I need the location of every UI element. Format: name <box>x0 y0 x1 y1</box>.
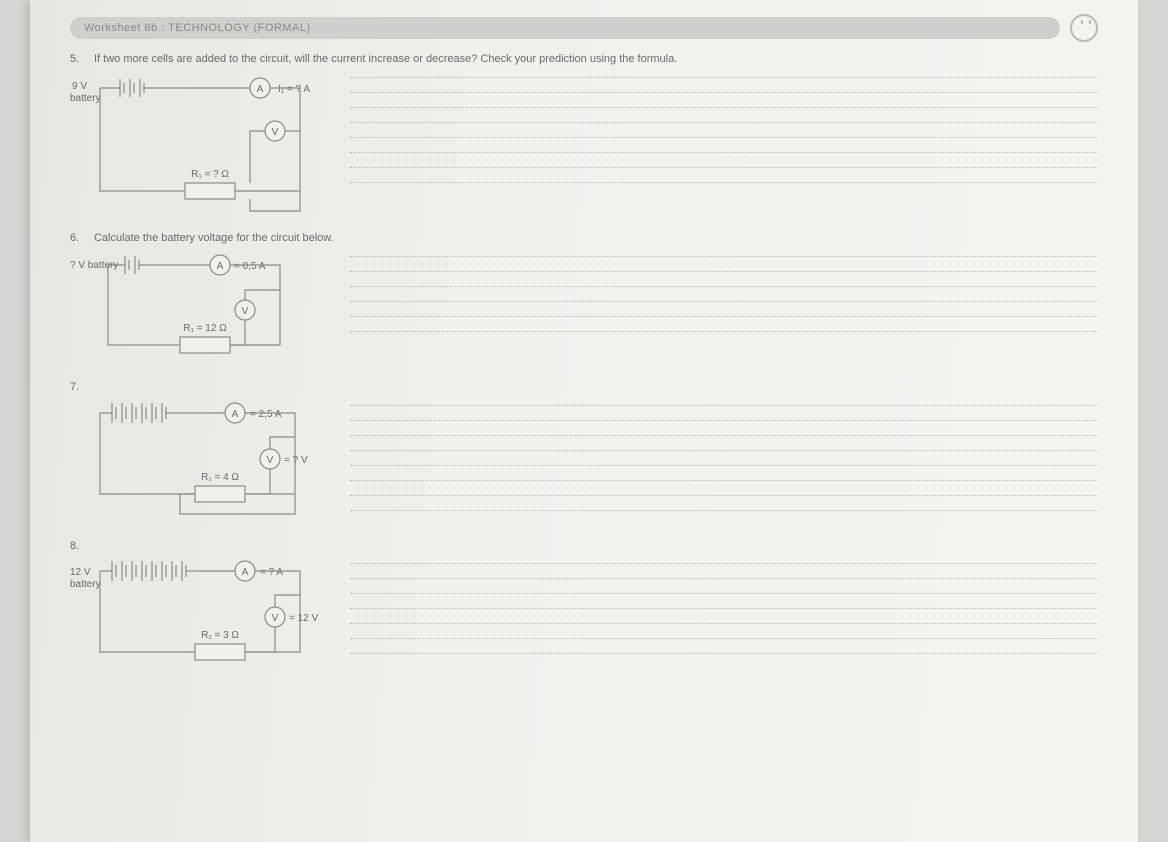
question-7: 7. <box>70 380 1098 395</box>
q7-circuit-svg: A = 2,5 A R₁ = 4 Ω V = ? V <box>70 399 330 529</box>
q8-diagram: A = ? A R₁ = 3 Ω V = 12 V 12 V battery <box>70 557 330 687</box>
resistor-icon <box>180 337 230 353</box>
q7-diagram: A = 2,5 A R₁ = 4 Ω V = ? V <box>70 399 330 529</box>
q7-answer-lines <box>350 399 1098 511</box>
q7-row: A = 2,5 A R₁ = 4 Ω V = ? V <box>70 399 1098 529</box>
battery-icon <box>112 403 166 423</box>
q7-resistor-label: R₁ = 4 Ω <box>201 472 239 483</box>
q6-battery-label: ? V battery <box>70 260 118 271</box>
question-6: 6. Calculate the battery voltage for the… <box>70 231 1098 246</box>
answer-line <box>350 510 1098 511</box>
q8-voltmeter-reading: = 12 V <box>289 613 319 624</box>
ammeter-letter: A <box>257 84 264 95</box>
answer-line <box>350 316 1098 317</box>
answer-line <box>350 480 1098 481</box>
answer-line <box>350 137 1098 138</box>
answer-line <box>350 167 1098 168</box>
battery-icon <box>125 256 139 274</box>
resistor-icon <box>185 183 235 199</box>
voltmeter-letter: V <box>272 127 279 138</box>
q6-answer-lines <box>350 250 1098 332</box>
q8-number: 8. <box>70 539 86 554</box>
q8-resistor-label: R₁ = 3 Ω <box>201 630 239 641</box>
q6-circuit-svg: A = 0,5 A R₁ = 12 Ω V ? V battery <box>70 250 330 370</box>
q8-answer-lines <box>350 557 1098 654</box>
voltmeter-letter: V <box>267 455 274 466</box>
q8-battery-label-2: battery <box>70 579 101 590</box>
question-5: 5. If two more cells are added to the ci… <box>70 52 1098 67</box>
q7-ammeter-reading: = 2,5 A <box>250 409 282 420</box>
ammeter-letter: A <box>217 261 224 272</box>
answer-line <box>350 563 1098 564</box>
gear-icon <box>1070 14 1098 42</box>
answer-line <box>350 152 1098 153</box>
worksheet-page: Worksheet 6b : TECHNOLOGY (FORMAL) 5. If… <box>30 0 1138 842</box>
q6-resistor-label: R₁ = 12 Ω <box>183 323 227 334</box>
q5-diagram: A I₁ = ? A R₁ = ? Ω V 9 V battery <box>70 71 330 221</box>
q5-answer-lines <box>350 71 1098 183</box>
answer-line <box>350 465 1098 466</box>
answer-line <box>350 450 1098 451</box>
resistor-icon <box>195 486 245 502</box>
answer-line <box>350 593 1098 594</box>
q8-circuit-svg: A = ? A R₁ = 3 Ω V = 12 V 12 V battery <box>70 557 330 687</box>
answer-line <box>350 405 1098 406</box>
ammeter-letter: A <box>232 409 239 420</box>
q5-ammeter-label: I₁ = ? A <box>278 84 310 95</box>
answer-line <box>350 608 1098 609</box>
q6-row: A = 0,5 A R₁ = 12 Ω V ? V battery <box>70 250 1098 370</box>
answer-line <box>350 301 1098 302</box>
q5-row: A I₁ = ? A R₁ = ? Ω V 9 V battery <box>70 71 1098 221</box>
q5-number: 5. <box>70 52 86 67</box>
q5-text: If two more cells are added to the circu… <box>94 52 677 67</box>
answer-line <box>350 435 1098 436</box>
q7-number: 7. <box>70 380 86 395</box>
answer-line <box>350 331 1098 332</box>
answer-line <box>350 623 1098 624</box>
resistor-icon <box>195 644 245 660</box>
answer-line <box>350 182 1098 183</box>
voltmeter-letter: V <box>242 306 249 317</box>
answer-line <box>350 420 1098 421</box>
q8-row: A = ? A R₁ = 3 Ω V = 12 V 12 V battery <box>70 557 1098 687</box>
answer-line <box>350 495 1098 496</box>
battery-icon <box>112 561 186 581</box>
q8-battery-label-1: 12 V <box>70 567 91 578</box>
answer-line <box>350 638 1098 639</box>
answer-line <box>350 271 1098 272</box>
answer-line <box>350 122 1098 123</box>
answer-line <box>350 653 1098 654</box>
answer-line <box>350 92 1098 93</box>
q8-ammeter-reading: = ? A <box>260 567 283 578</box>
answer-line <box>350 578 1098 579</box>
q6-ammeter-reading: = 0,5 A <box>234 261 266 272</box>
q5-circuit-svg: A I₁ = ? A R₁ = ? Ω V 9 V battery <box>70 71 330 221</box>
q5-battery-label-1: 9 V <box>72 81 87 92</box>
answer-line <box>350 256 1098 257</box>
ammeter-letter: A <box>242 567 249 578</box>
answer-line <box>350 286 1098 287</box>
battery-icon <box>120 79 144 97</box>
voltmeter-letter: V <box>272 613 279 624</box>
worksheet-header: Worksheet 6b : TECHNOLOGY (FORMAL) <box>70 14 1098 42</box>
question-8: 8. <box>70 539 1098 554</box>
answer-line <box>350 77 1098 78</box>
header-title-bar: Worksheet 6b : TECHNOLOGY (FORMAL) <box>70 17 1060 39</box>
q6-number: 6. <box>70 231 86 246</box>
q5-battery-label-2: battery <box>70 93 101 104</box>
q7-voltmeter-reading: = ? V <box>284 455 308 466</box>
q5-resistor-label: R₁ = ? Ω <box>191 169 229 180</box>
header-title: Worksheet 6b : TECHNOLOGY (FORMAL) <box>84 22 311 34</box>
answer-line <box>350 107 1098 108</box>
q6-diagram: A = 0,5 A R₁ = 12 Ω V ? V battery <box>70 250 330 370</box>
q6-text: Calculate the battery voltage for the ci… <box>94 231 334 246</box>
